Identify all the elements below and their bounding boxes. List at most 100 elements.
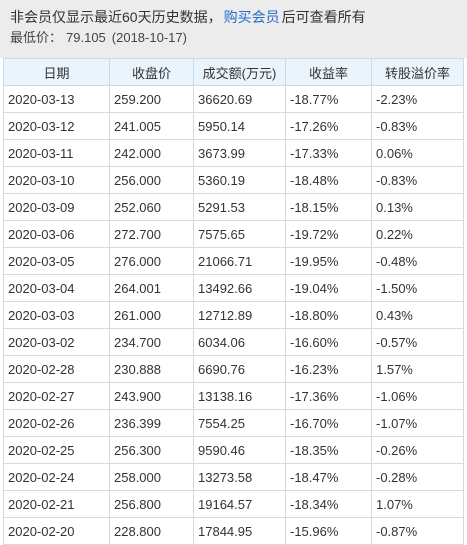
cell-turnover: 5291.53 — [193, 193, 286, 221]
cell-turnover: 9590.46 — [193, 436, 286, 464]
table-row: 2020-02-25 256.300 9590.46 -18.35% -0.26% — [3, 436, 464, 464]
cell-date: 2020-02-25 — [3, 436, 110, 464]
table-row: 2020-02-20 228.800 17844.95 -15.96% -0.87% — [3, 517, 464, 545]
column-header-return[interactable]: 收益率 — [285, 58, 372, 86]
cell-turnover: 5950.14 — [193, 112, 286, 140]
table-row: 2020-03-11 242.000 3673.99 -17.33% 0.06% — [3, 139, 464, 167]
buy-membership-link[interactable]: 购买会员 — [223, 9, 280, 25]
cell-conversion-premium: 0.06% — [371, 139, 464, 167]
lowest-price-value: 79.105 — [66, 30, 106, 45]
cell-return: -16.70% — [285, 409, 372, 437]
cell-date: 2020-03-02 — [3, 328, 110, 356]
cell-return: -19.72% — [285, 220, 372, 248]
cell-close-price: 264.001 — [109, 274, 194, 302]
cell-conversion-premium: -0.26% — [371, 436, 464, 464]
cell-return: -18.77% — [285, 85, 372, 113]
table-row: 2020-03-03 261.000 12712.89 -18.80% 0.43% — [3, 301, 464, 329]
cell-date: 2020-02-26 — [3, 409, 110, 437]
cell-return: -16.23% — [285, 355, 372, 383]
cell-conversion-premium: 0.43% — [371, 301, 464, 329]
cell-turnover: 3673.99 — [193, 139, 286, 167]
cell-close-price: 256.800 — [109, 490, 194, 518]
cell-conversion-premium: -0.83% — [371, 166, 464, 194]
cell-date: 2020-03-10 — [3, 166, 110, 194]
cell-conversion-premium: 0.13% — [371, 193, 464, 221]
cell-return: -17.33% — [285, 139, 372, 167]
lowest-price-info: 最低价： 79.105 (2018-10-17) — [10, 28, 457, 48]
table-row: 2020-02-24 258.000 13273.58 -18.47% -0.28% — [3, 463, 464, 491]
cell-conversion-premium: 1.07% — [371, 490, 464, 518]
cell-conversion-premium: -0.83% — [371, 112, 464, 140]
cell-close-price: 228.800 — [109, 517, 194, 545]
cell-return: -18.80% — [285, 301, 372, 329]
cell-conversion-premium: -0.57% — [371, 328, 464, 356]
notice-prefix: 非会员仅显示最近60天历史数据， — [10, 9, 222, 25]
cell-conversion-premium: 1.57% — [371, 355, 464, 383]
cell-turnover: 6034.06 — [193, 328, 286, 356]
cell-turnover: 36620.69 — [193, 85, 286, 113]
cell-turnover: 17844.95 — [193, 517, 286, 545]
cell-date: 2020-03-11 — [3, 139, 110, 167]
cell-return: -18.34% — [285, 490, 372, 518]
table-header-row: 日期 收盘价 成交额(万元) 收益率 转股溢价率 — [3, 58, 464, 86]
column-header-date[interactable]: 日期 — [3, 58, 110, 86]
cell-close-price: 256.300 — [109, 436, 194, 464]
lowest-price-date: (2018-10-17) — [111, 30, 187, 45]
cell-date: 2020-03-06 — [3, 220, 110, 248]
cell-conversion-premium: 0.22% — [371, 220, 464, 248]
table-row: 2020-02-21 256.800 19164.57 -18.34% 1.07% — [3, 490, 464, 518]
cell-close-price: 241.005 — [109, 112, 194, 140]
cell-date: 2020-03-03 — [3, 301, 110, 329]
cell-date: 2020-03-13 — [3, 85, 110, 113]
cell-close-price: 236.399 — [109, 409, 194, 437]
cell-turnover: 12712.89 — [193, 301, 286, 329]
cell-close-price: 256.000 — [109, 166, 194, 194]
cell-return: -17.36% — [285, 382, 372, 410]
cell-date: 2020-03-12 — [3, 112, 110, 140]
cell-conversion-premium: -1.07% — [371, 409, 464, 437]
cell-date: 2020-03-09 — [3, 193, 110, 221]
cell-turnover: 7554.25 — [193, 409, 286, 437]
cell-date: 2020-02-28 — [3, 355, 110, 383]
cell-return: -18.48% — [285, 166, 372, 194]
cell-conversion-premium: -0.28% — [371, 463, 464, 491]
cell-date: 2020-03-05 — [3, 247, 110, 275]
table-body: 2020-03-13 259.200 36620.69 -18.77% -2.23% 20… — [3, 85, 464, 545]
cell-return: -16.60% — [285, 328, 372, 356]
table-row: 2020-02-27 243.900 13138.16 -17.36% -1.06% — [3, 382, 464, 410]
column-header-conversion-premium[interactable]: 转股溢价率 — [371, 58, 464, 86]
cell-turnover: 6690.76 — [193, 355, 286, 383]
cell-close-price: 259.200 — [109, 85, 194, 113]
cell-turnover: 13492.66 — [193, 274, 286, 302]
lowest-price-label: 最低价： — [10, 30, 63, 45]
cell-turnover: 5360.19 — [193, 166, 286, 194]
cell-close-price: 261.000 — [109, 301, 194, 329]
table-row: 2020-03-06 272.700 7575.65 -19.72% 0.22% — [3, 220, 464, 248]
cell-turnover: 13273.58 — [193, 463, 286, 491]
cell-close-price: 272.700 — [109, 220, 194, 248]
table-row: 2020-03-13 259.200 36620.69 -18.77% -2.23% — [3, 85, 464, 113]
table-row: 2020-03-05 276.000 21066.71 -19.95% -0.48% — [3, 247, 464, 275]
cell-close-price: 230.888 — [109, 355, 194, 383]
cell-conversion-premium: -0.48% — [371, 247, 464, 275]
cell-conversion-premium: -1.50% — [371, 274, 464, 302]
column-header-close-price[interactable]: 收盘价 — [109, 58, 194, 86]
table-row: 2020-03-10 256.000 5360.19 -18.48% -0.83% — [3, 166, 464, 194]
price-history-table: 日期 收盘价 成交额(万元) 收益率 转股溢价率 2020-03-13 259.2… — [3, 58, 464, 545]
cell-close-price: 243.900 — [109, 382, 194, 410]
cell-conversion-premium: -1.06% — [371, 382, 464, 410]
cell-date: 2020-02-21 — [3, 490, 110, 518]
table-row: 2020-03-09 252.060 5291.53 -18.15% 0.13% — [3, 193, 464, 221]
cell-return: -18.47% — [285, 463, 372, 491]
notice-message: 非会员仅显示最近60天历史数据， 购买会员 后可查看所有 — [10, 6, 457, 28]
cell-return: -19.04% — [285, 274, 372, 302]
cell-close-price: 234.700 — [109, 328, 194, 356]
cell-turnover: 7575.65 — [193, 220, 286, 248]
cell-conversion-premium: -0.87% — [371, 517, 464, 545]
cell-conversion-premium: -2.23% — [371, 85, 464, 113]
cell-date: 2020-02-20 — [3, 517, 110, 545]
cell-turnover: 19164.57 — [193, 490, 286, 518]
cell-return: -18.35% — [285, 436, 372, 464]
column-header-turnover[interactable]: 成交额(万元) — [193, 58, 286, 86]
table-row: 2020-03-02 234.700 6034.06 -16.60% -0.57% — [3, 328, 464, 356]
